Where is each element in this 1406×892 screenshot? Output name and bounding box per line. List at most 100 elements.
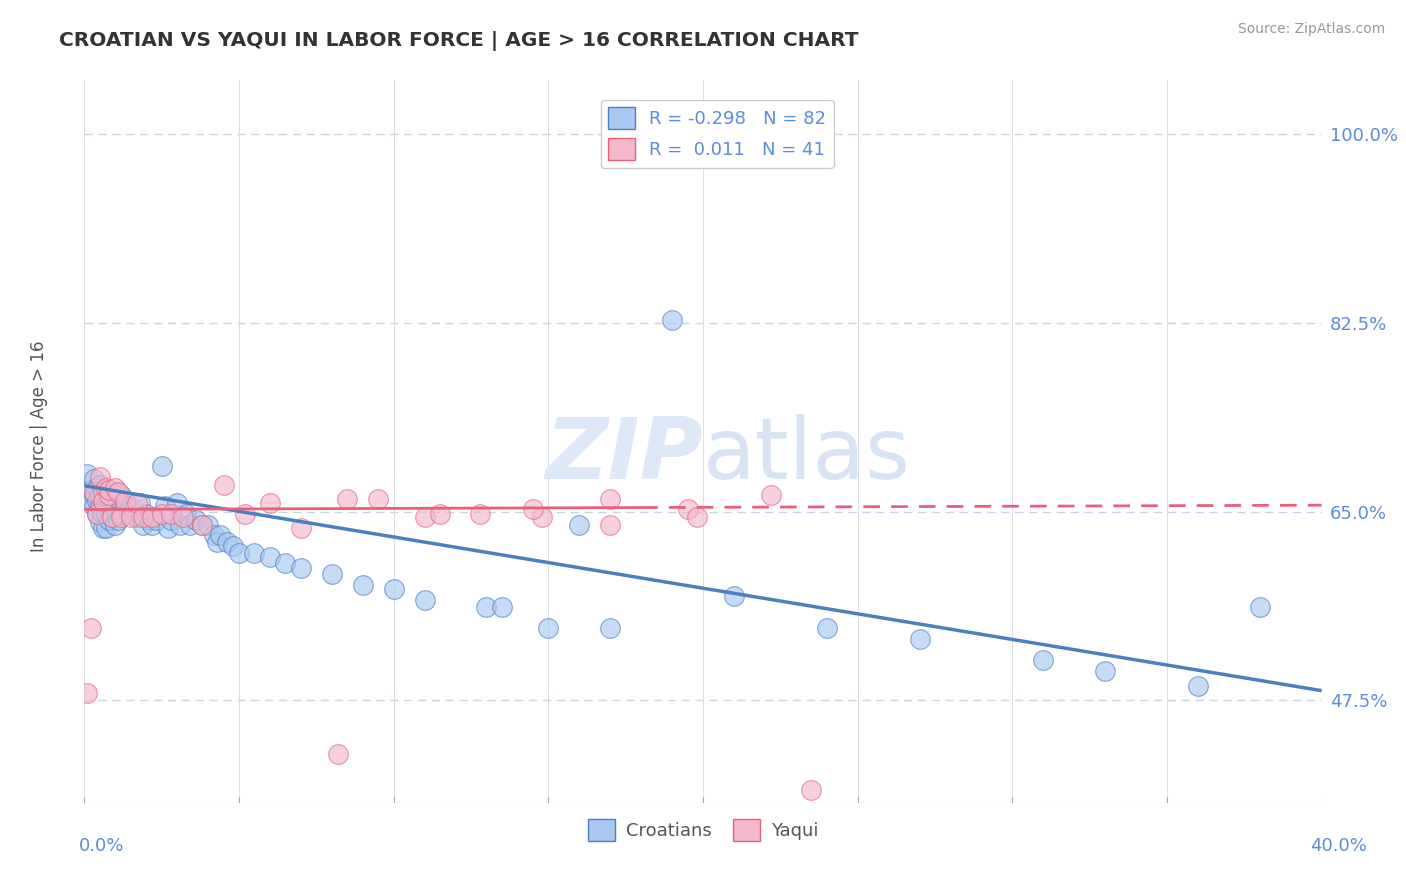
Point [89,477,111,491]
Point [91,521,114,535]
Point [413,510,436,524]
Point [429,507,451,521]
Point [661,312,683,326]
Point [120,510,142,524]
Point [101,493,124,508]
Point [104,485,127,500]
Point [91,493,114,508]
Text: In Labor Force | Age > 16: In Labor Force | Age > 16 [31,340,48,552]
Point [89,516,111,530]
Point [191,517,214,532]
Point [98,483,121,497]
Point [98,488,121,502]
Point [169,517,191,532]
Point [336,491,359,506]
Point [94,507,117,521]
Point [76,686,98,700]
Point [215,534,238,549]
Point [599,621,621,635]
Point [107,485,129,500]
Text: 0.0%: 0.0% [79,837,124,855]
Point [470,507,492,521]
Text: CROATIAN VS YAQUI IN LABOR FORCE | AGE > 16 CORRELATION CHART: CROATIAN VS YAQUI IN LABOR FORCE | AGE >… [59,31,859,51]
Point [166,496,188,510]
Point [94,496,117,510]
Point [120,507,142,521]
Point [228,546,250,560]
Point [599,517,621,532]
Text: Source: ZipAtlas.com: Source: ZipAtlas.com [1237,22,1385,37]
Point [107,513,129,527]
Point [86,507,108,521]
Text: atlas: atlas [703,415,911,498]
Text: 40.0%: 40.0% [1310,837,1367,855]
Point [83,488,105,502]
Point [125,496,148,510]
Point [122,502,145,516]
Point [568,517,591,532]
Point [83,472,105,486]
Point [104,481,127,495]
Point [98,513,121,527]
Point [86,493,108,508]
Point [79,483,101,497]
Point [117,505,139,519]
Point [290,560,312,574]
Point [172,510,194,524]
Point [290,521,312,535]
Point [153,500,176,514]
Point [150,507,173,521]
Point [243,546,266,560]
Point [141,517,163,532]
Point [86,507,108,521]
Point [475,599,498,614]
Point [599,491,621,506]
Point [197,517,219,532]
Point [94,485,117,500]
Point [114,500,136,514]
Point [110,488,132,502]
Point [138,513,160,527]
Point [191,517,214,532]
Point [209,528,232,542]
Point [160,507,183,521]
Point [233,507,256,521]
Point [382,582,405,597]
Point [110,510,132,524]
Point [145,513,167,527]
Point [413,593,436,607]
Point [94,521,117,535]
Point [1032,653,1054,667]
Point [1094,665,1116,679]
Point [274,557,297,571]
Point [79,621,101,635]
Point [522,502,544,516]
Point [207,534,229,549]
Point [326,747,349,762]
Point [107,491,129,506]
Point [202,528,225,542]
Point [101,510,124,524]
Point [132,510,155,524]
Point [114,493,136,508]
Point [91,493,114,508]
Point [1187,679,1209,693]
Point [686,510,709,524]
Point [723,589,745,603]
Point [104,517,127,532]
Point [184,513,207,527]
Point [110,507,132,521]
Point [89,470,111,484]
Legend: Croatians, Yaqui: Croatians, Yaqui [581,812,825,848]
Point [259,549,281,564]
Point [91,483,114,497]
Point [135,507,157,521]
Point [676,502,699,516]
Point [76,467,98,481]
Point [79,493,101,508]
Point [101,510,124,524]
Point [259,496,281,510]
Point [156,521,179,535]
Point [98,500,121,514]
Point [83,500,105,514]
